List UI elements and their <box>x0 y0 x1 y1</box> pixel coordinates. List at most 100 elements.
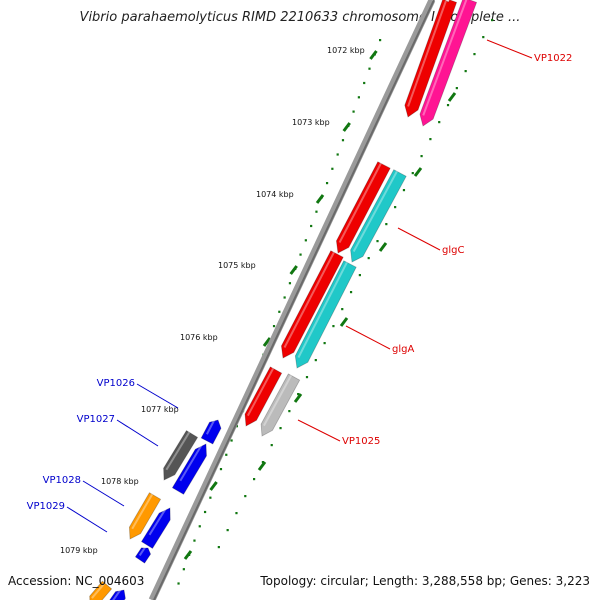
label-leader-line <box>82 480 125 507</box>
minor-tick <box>438 121 441 124</box>
major-tick <box>447 92 457 102</box>
minor-tick <box>244 495 247 498</box>
gene-label-vp1026[interactable]: VP1026 <box>97 378 135 389</box>
gene-vp1029[interactable] <box>134 545 152 564</box>
minor-tick <box>482 36 485 39</box>
gene-vp1022-red[interactable] <box>404 0 458 118</box>
gene-fade[interactable] <box>442 0 451 3</box>
minor-tick <box>315 210 318 213</box>
minor-tick <box>429 138 432 141</box>
minor-tick <box>209 496 212 499</box>
minor-tick <box>235 512 238 515</box>
minor-tick <box>278 310 281 313</box>
minor-tick <box>226 529 229 532</box>
minor-tick <box>193 539 196 542</box>
tick-label: 1074 kbp <box>256 190 294 199</box>
gene-label-vp1025[interactable]: VP1025 <box>342 436 380 447</box>
gene-label-glgc[interactable]: glgC <box>442 245 464 256</box>
major-tick <box>342 122 351 132</box>
gene-label-vp1029[interactable]: VP1029 <box>27 501 65 512</box>
gene-lower-blue[interactable] <box>105 587 126 600</box>
major-tick <box>413 167 423 177</box>
gene-glgA-red[interactable] <box>280 250 344 359</box>
tick-label: 1076 kbp <box>180 333 218 342</box>
tick-label: 1075 kbp <box>218 261 256 270</box>
minor-tick <box>491 19 494 22</box>
minor-tick <box>314 359 317 362</box>
gene-glgC[interactable] <box>350 169 407 263</box>
gene-label-glga[interactable]: glgA <box>392 344 414 355</box>
label-leader-line <box>345 325 391 350</box>
gene-vp1026-gray[interactable] <box>163 430 199 481</box>
minor-tick <box>367 257 370 260</box>
gene-vp1027[interactable] <box>171 441 207 495</box>
label-leader-line <box>116 419 159 447</box>
minor-tick <box>225 453 228 456</box>
minor-tick <box>219 468 223 471</box>
minor-tick <box>325 182 329 185</box>
label-leader-line <box>66 506 108 533</box>
minor-tick <box>297 393 300 396</box>
label-leader-line <box>486 39 533 59</box>
minor-tick <box>411 172 414 175</box>
gene-vp1028-blue[interactable] <box>140 505 171 549</box>
minor-tick <box>376 240 379 243</box>
minor-tick <box>279 427 282 430</box>
minor-tick <box>230 439 233 442</box>
major-tick <box>209 481 218 491</box>
gene-vp1025-red[interactable] <box>244 366 283 427</box>
gene-label-vp1028[interactable]: VP1028 <box>43 475 81 486</box>
minor-tick <box>323 342 326 345</box>
minor-tick <box>272 325 276 328</box>
gene-label-vp1022[interactable]: VP1022 <box>534 53 572 64</box>
minor-tick <box>455 87 458 90</box>
minor-tick <box>253 478 256 481</box>
major-tick <box>257 461 267 471</box>
tick-label: 1072 kbp <box>327 46 365 55</box>
gene-glgC-red[interactable] <box>335 161 391 254</box>
minor-tick <box>299 253 302 256</box>
minor-tick <box>182 568 185 571</box>
minor-tick <box>352 110 355 113</box>
tick-track: 1072 kbp 1073 kbp 1074 kbp 1075 kbp 1076 kbp… <box>60 19 494 585</box>
minor-tick <box>332 325 335 328</box>
gene-vp1028[interactable] <box>128 492 162 540</box>
major-tick <box>378 242 388 252</box>
gene-vp1025[interactable] <box>260 373 301 437</box>
minor-tick <box>385 223 388 226</box>
major-tick <box>293 393 303 403</box>
tick-label: 1079 kbp <box>60 546 98 555</box>
label-leader-line <box>297 419 341 442</box>
minor-tick <box>394 206 397 209</box>
gene-label-vp1027[interactable]: VP1027 <box>77 414 115 425</box>
tick-label: 1077 kbp <box>141 405 179 414</box>
gene-lower-orange[interactable] <box>89 580 113 600</box>
minor-tick <box>261 461 265 464</box>
label-leader-line <box>397 227 441 251</box>
minor-tick <box>349 291 353 294</box>
gene-label-layer: VP1022 glgC glgA VP1025 VP1026 VP1027 VP1028 VP… <box>27 39 572 533</box>
tick-label: 1073 kbp <box>292 118 330 127</box>
minor-tick <box>358 274 361 277</box>
minor-tick <box>420 155 423 158</box>
genome-summary-text: Topology: circular; Length: 3,288,558 bp… <box>260 574 590 588</box>
map-title: Vibrio parahaemolyticus RIMD 2210633 chr… <box>79 10 521 25</box>
major-tick <box>339 317 349 327</box>
minor-tick <box>270 444 273 447</box>
minor-tick <box>283 296 286 299</box>
label-leader-line <box>136 383 179 409</box>
minor-tick <box>341 139 345 142</box>
minor-tick <box>336 153 339 156</box>
gene-vp1022-pink[interactable] <box>419 0 478 127</box>
minor-tick <box>473 53 476 56</box>
gene-track <box>89 0 478 600</box>
gene-vp1026[interactable] <box>200 418 222 445</box>
minor-tick <box>217 546 220 549</box>
major-tick <box>262 337 272 347</box>
minor-tick <box>363 81 366 85</box>
gene-glgA[interactable] <box>294 260 357 369</box>
minor-tick <box>304 239 307 242</box>
minor-tick <box>288 410 291 413</box>
